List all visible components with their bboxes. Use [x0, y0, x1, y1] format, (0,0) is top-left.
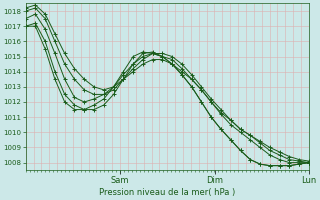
X-axis label: Pression niveau de la mer( hPa ): Pression niveau de la mer( hPa ) — [99, 188, 236, 197]
